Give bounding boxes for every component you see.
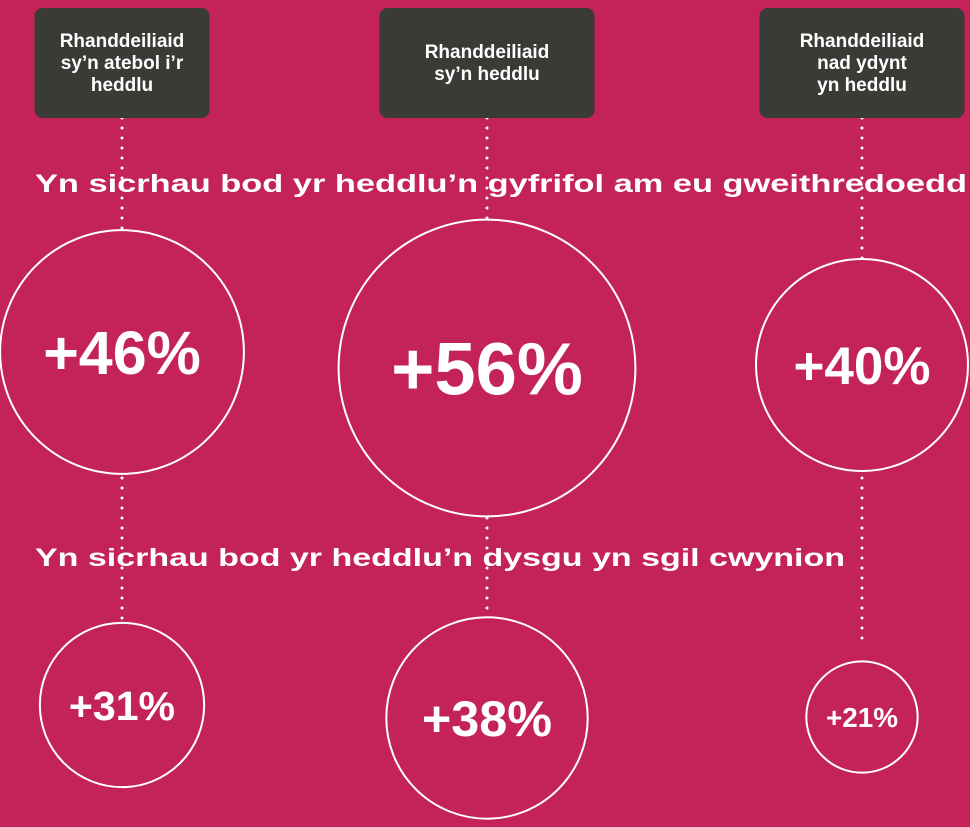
category-line: heddlu bbox=[91, 75, 153, 96]
category-line: sy’n atebol i’r bbox=[61, 53, 184, 74]
value-label: +40% bbox=[793, 337, 930, 396]
category-box bbox=[379, 8, 595, 118]
value-label: +46% bbox=[43, 319, 201, 387]
bubble bbox=[0, 229, 245, 475]
category-line: sy’n heddlu bbox=[434, 64, 540, 85]
value-label: +21% bbox=[826, 702, 898, 733]
value-label: +38% bbox=[422, 690, 552, 747]
row-label: Yn sicrhau bod yr heddlu’n gyfrifol am e… bbox=[35, 170, 967, 198]
value-label: +56% bbox=[391, 328, 583, 411]
value-label: +31% bbox=[69, 683, 175, 729]
bubble bbox=[337, 218, 637, 518]
category-line: Rhanddeiliaid bbox=[425, 42, 550, 63]
category-box bbox=[34, 8, 210, 118]
category-box bbox=[759, 8, 965, 118]
row-label: Yn sicrhau bod yr heddlu’n dysgu yn sgil… bbox=[35, 544, 845, 572]
category-label: Rhanddeiliaid sy’n atebol i’r heddlu bbox=[60, 31, 185, 96]
category-line: yn heddlu bbox=[817, 75, 907, 96]
bubble bbox=[38, 621, 206, 789]
category-label: Rhanddeiliaid sy’n heddlu bbox=[425, 42, 550, 85]
bubble bbox=[805, 660, 919, 774]
category-line: Rhanddeiliaid bbox=[800, 31, 925, 52]
category-line: Rhanddeiliaid bbox=[60, 31, 185, 52]
category-line: nad ydynt bbox=[817, 53, 907, 74]
category-label: Rhanddeiliaid nad ydynt yn heddlu bbox=[800, 31, 925, 96]
bubble bbox=[385, 616, 589, 820]
bubble bbox=[755, 258, 969, 472]
